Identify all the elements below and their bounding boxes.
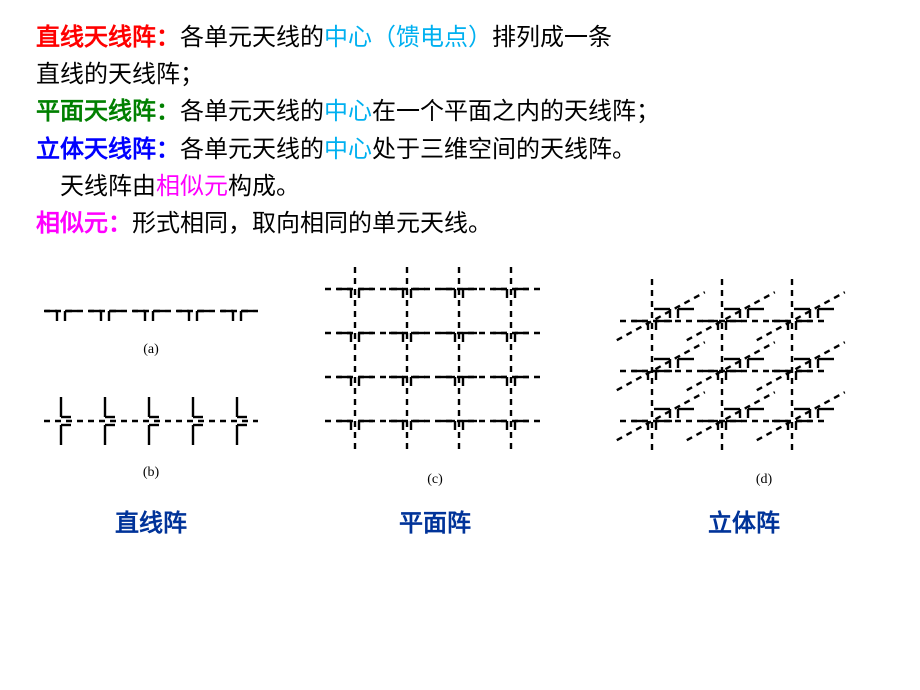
- text-segment: 直线天线阵：: [36, 25, 180, 51]
- figure-linear: (a) (b) 直线阵: [36, 281, 266, 538]
- volumetric-array-diagram: (d): [604, 261, 884, 491]
- figure-planar: (c) 平面阵: [315, 261, 555, 538]
- text-segment: 相似元：: [36, 211, 132, 237]
- text-segment: 中心: [324, 137, 372, 163]
- figure-volumetric: (d) 立体阵: [604, 261, 884, 538]
- text-segment: 平面天线阵：: [36, 99, 180, 125]
- text-segment: 在一个平面之内的天线阵；: [372, 99, 660, 125]
- text-segment: 相似元: [156, 174, 228, 200]
- text-line: 立体天线阵：各单元天线的中心处于三维空间的天线阵。: [36, 132, 884, 169]
- svg-text:(a): (a): [143, 342, 159, 357]
- linear-array-diagram: (a) (b): [36, 281, 266, 491]
- text-segment: 形式相同，取向相同的单元天线。: [132, 211, 492, 237]
- volumetric-caption: 立体阵: [708, 503, 780, 538]
- text-segment: 天线阵由: [36, 174, 156, 200]
- text-line: 直线天线阵：各单元天线的中心（馈电点）排列成一条: [36, 20, 884, 57]
- text-line: 直线的天线阵；: [36, 57, 884, 94]
- linear-caption: 直线阵: [115, 503, 187, 538]
- text-segment: 中心（馈电点）: [324, 25, 492, 51]
- text-line: 相似元：形式相同，取向相同的单元天线。: [36, 206, 884, 243]
- svg-text:(d): (d): [756, 472, 773, 487]
- text-line: 平面天线阵：各单元天线的中心在一个平面之内的天线阵；: [36, 94, 884, 131]
- planar-array-diagram: (c): [315, 261, 555, 491]
- figures-row: (a) (b) 直线阵 (c) 平面阵 (d) 立体阵: [36, 261, 884, 538]
- text-segment: 构成。: [228, 174, 300, 200]
- text-segment: 各单元天线的: [180, 25, 324, 51]
- text-segment: 直线的天线阵；: [36, 62, 204, 88]
- text-segment: 处于三维空间的天线阵。: [372, 137, 636, 163]
- svg-text:(c): (c): [427, 472, 443, 487]
- text-segment: 排列成一条: [492, 25, 612, 51]
- planar-caption: 平面阵: [399, 503, 471, 538]
- definitions-text: 直线天线阵：各单元天线的中心（馈电点）排列成一条直线的天线阵；平面天线阵：各单元…: [36, 20, 884, 243]
- text-segment: 中心: [324, 99, 372, 125]
- text-segment: 各单元天线的: [180, 137, 324, 163]
- text-segment: 立体天线阵：: [36, 137, 180, 163]
- text-line: 天线阵由相似元构成。: [36, 169, 884, 206]
- text-segment: 各单元天线的: [180, 99, 324, 125]
- svg-text:(b): (b): [143, 465, 160, 480]
